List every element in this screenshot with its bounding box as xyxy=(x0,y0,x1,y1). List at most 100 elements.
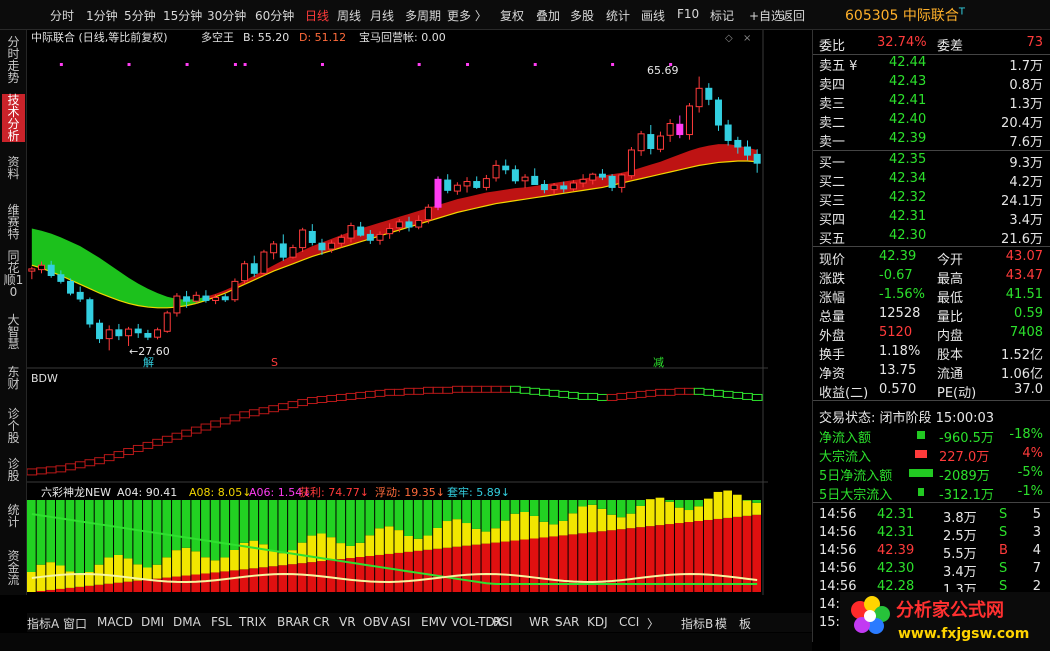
toolbar-item-8[interactable]: 月线 xyxy=(370,9,395,23)
indicator-tab-4[interactable]: DMA xyxy=(173,615,201,629)
diamond-icon[interactable]: ◇ xyxy=(725,33,733,44)
bdw-block xyxy=(587,392,599,400)
toolbar-item-10[interactable]: 更多 〉 xyxy=(447,9,487,23)
left-tab-9[interactable]: 统计 xyxy=(7,503,20,529)
left-tab-0[interactable]: 分时走势 xyxy=(7,35,20,85)
stat-row-2-cell: 最低 xyxy=(937,291,964,306)
bdw-block xyxy=(268,405,279,413)
bdw-block xyxy=(345,392,357,400)
lch-bar-green xyxy=(46,500,56,563)
toolbar-item-2[interactable]: 5分钟 xyxy=(124,9,156,23)
bdw-block xyxy=(674,387,686,395)
lch-label-2: A08: 8.05↓ xyxy=(189,486,251,499)
lch-bar-yellow xyxy=(520,512,529,540)
indicator-tab-19[interactable]: 〉 xyxy=(647,617,660,631)
lch-bar-yellow xyxy=(249,540,259,569)
toolbar-item-12[interactable]: 叠加 xyxy=(536,9,561,23)
toolbar-item-4[interactable]: 30分钟 xyxy=(207,9,247,23)
indicator-tab-11[interactable]: ASI xyxy=(391,615,411,629)
left-tab-2[interactable]: 资料 xyxy=(7,155,20,181)
stat-row-7: 收益(二) 0.570 PE(动) 37.0 xyxy=(819,381,1045,401)
indicator-tab-13[interactable]: VOL-TDX xyxy=(451,615,503,629)
indicator-tab-21[interactable]: 模 xyxy=(715,617,728,631)
toolbar-item-1[interactable]: 1分钟 xyxy=(86,9,118,23)
buy-row-2-cell: 4.2万 xyxy=(1009,175,1043,190)
flow-bar xyxy=(918,488,924,496)
indicator-tab-15[interactable]: WR xyxy=(529,615,550,629)
lch-bar-red xyxy=(249,568,259,592)
indicator-tab-7[interactable]: BRAR xyxy=(277,615,310,629)
left-tab-8[interactable]: 诊股 xyxy=(7,457,20,483)
indicator-tab-0[interactable]: 指标A xyxy=(27,617,60,631)
lch-bar-green xyxy=(355,500,365,543)
lch-bar-yellow xyxy=(665,501,674,525)
close-icon[interactable]: × xyxy=(743,33,751,44)
stock-mark: T xyxy=(958,6,966,18)
lch-bar-green xyxy=(288,500,297,551)
left-tab-10[interactable]: 资金流 xyxy=(7,549,20,587)
left-tab-4[interactable]: 同花顺10 xyxy=(3,249,24,299)
left-tab-5[interactable]: 大智慧 xyxy=(7,313,20,351)
bdw-block xyxy=(606,393,618,401)
indicator-tab-17[interactable]: KDJ xyxy=(587,615,608,629)
toolbar-item-15[interactable]: 画线 xyxy=(641,9,666,23)
indicator-tab-10[interactable]: OBV xyxy=(363,615,389,629)
left-tab-1[interactable]: 技术分析 xyxy=(2,94,25,142)
lch-bar-red xyxy=(491,542,500,592)
indicator-tab-12[interactable]: EMV xyxy=(421,615,448,629)
indicator-tab-5[interactable]: FSL xyxy=(211,615,232,629)
lch-bar-yellow xyxy=(529,515,539,539)
toolbar-item-19[interactable]: 返回 xyxy=(781,9,806,23)
lch-bar-red xyxy=(529,538,539,592)
lch-bar-yellow xyxy=(307,535,317,563)
lch-bar-red xyxy=(645,526,655,592)
lch-bar-red xyxy=(655,525,665,592)
toolbar-item-5[interactable]: 60分钟 xyxy=(255,9,295,23)
candle-body xyxy=(47,264,55,277)
indicator-tab-22[interactable]: 板 xyxy=(739,617,752,631)
status-row-cell: 交易状态: 闭市阶段 15:00:03 xyxy=(819,411,995,426)
toolbar-item-11[interactable]: 复权 xyxy=(500,9,525,23)
toolbar-item-3[interactable]: 15分钟 xyxy=(163,9,203,23)
indicator-tab-1[interactable]: 窗口 xyxy=(63,617,88,631)
indicator-tab-3[interactable]: DMI xyxy=(141,615,165,629)
toolbar-item-13[interactable]: 多股 xyxy=(570,9,595,23)
indicator-tab-20[interactable]: 指标B xyxy=(681,617,714,631)
indicator-tab-6[interactable]: TRIX xyxy=(239,615,267,629)
indicator-tab-14[interactable]: RSI xyxy=(493,615,513,629)
bdw-block xyxy=(432,386,444,394)
toolbar-item-0[interactable]: 分时 xyxy=(50,9,75,23)
toolbar-item-7[interactable]: 周线 xyxy=(337,9,362,23)
buy-row-2: 买二 42.34 4.2万 xyxy=(819,170,1045,190)
lch-bar-red xyxy=(143,579,152,592)
stat-row-5-cell: 1.18% xyxy=(879,344,921,359)
lch-bar-red xyxy=(268,566,278,592)
toolbar-item-9[interactable]: 多周期 xyxy=(405,9,442,23)
indicator-tab-18[interactable]: CCI xyxy=(619,615,640,629)
bdw-block xyxy=(597,393,608,401)
stat-row-3-cell: 12528 xyxy=(879,306,921,321)
kline-chart[interactable]: 中际联合 (日线,等比前复权) 多空王 B: 55.20 D: 51.12 宝马… xyxy=(27,30,768,595)
left-tab-7[interactable]: 诊个股 xyxy=(7,407,20,445)
stat-row-4-cell: 外盘 xyxy=(819,329,846,344)
bdw-block xyxy=(306,397,318,405)
indicator-tab-8[interactable]: CR xyxy=(313,615,330,629)
toolbar-item-18[interactable]: +自选 xyxy=(749,9,784,23)
lch-bar-yellow xyxy=(384,526,394,554)
lch-bar-red xyxy=(307,562,317,592)
candle-body xyxy=(598,173,606,178)
tick-row-3-cell: 7 xyxy=(1032,561,1041,576)
toolbar-item-16[interactable]: F10 xyxy=(677,7,700,21)
lch-bar-yellow xyxy=(201,557,210,574)
toolbar-item-6[interactable]: 日线 xyxy=(305,9,330,23)
indicator-tab-16[interactable]: SAR xyxy=(555,615,580,629)
indicator-tab-2[interactable]: MACD xyxy=(97,615,133,629)
candle-body xyxy=(125,328,133,337)
left-tab-6[interactable]: 东财 xyxy=(7,365,20,391)
toolbar-item-17[interactable]: 标记 xyxy=(710,9,735,23)
toolbar-item-14[interactable]: 统计 xyxy=(606,9,631,23)
candle-body xyxy=(453,184,461,192)
left-tab-3[interactable]: 维赛特 xyxy=(7,203,20,241)
indicator-tab-9[interactable]: VR xyxy=(339,615,356,629)
bdw-block xyxy=(577,392,589,400)
